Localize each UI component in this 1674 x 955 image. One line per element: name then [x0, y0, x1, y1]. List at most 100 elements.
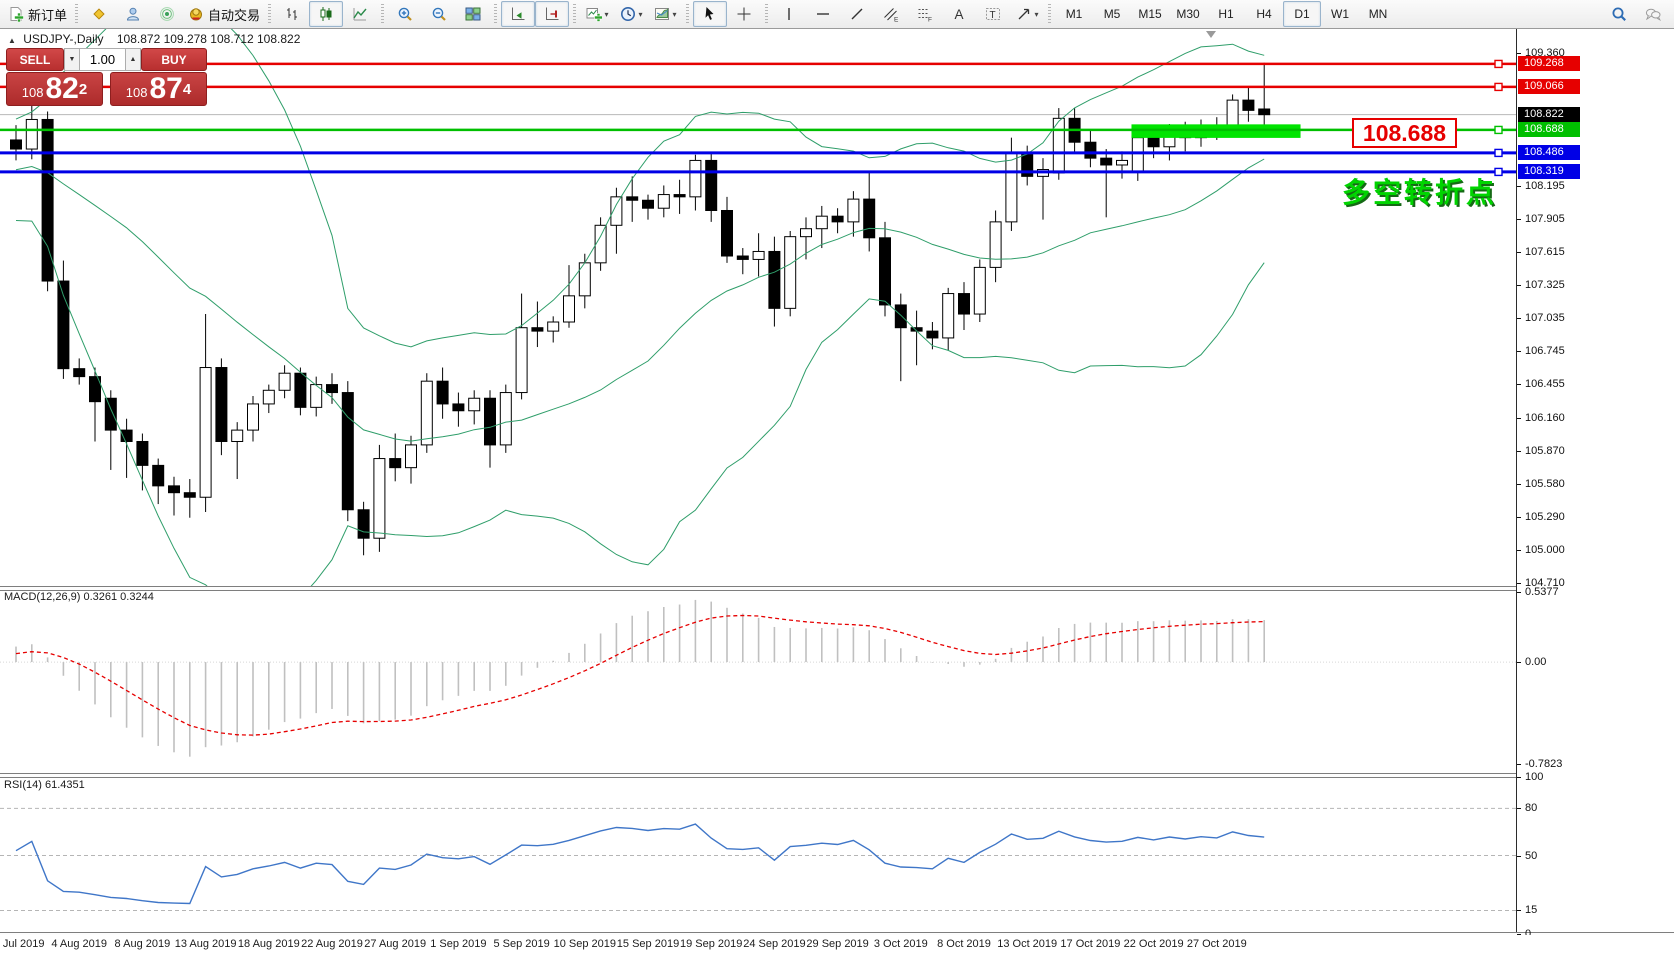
timeframe-button-H4[interactable]: H4	[1256, 7, 1272, 21]
signal-icon	[159, 6, 175, 22]
timeframe-button-H1[interactable]: H1	[1218, 7, 1234, 21]
timeframe-button-M1[interactable]: M1	[1065, 7, 1083, 21]
toolbar-button-chat[interactable]	[1636, 1, 1670, 27]
toolbar-button-signals[interactable]	[150, 1, 184, 27]
buy-price-button[interactable]: 108 87 4	[110, 72, 207, 106]
price-axis-badge: 108.822	[1518, 107, 1580, 123]
rsi-line	[15, 823, 1265, 905]
toolbar-button-text-label[interactable]: T	[976, 1, 1010, 27]
chart-annotation-text[interactable]: 多空转折点	[1342, 177, 1498, 208]
candle-body	[610, 196, 623, 226]
timeframe-button-MN[interactable]: MN	[1368, 7, 1388, 21]
timeframe-button-M15[interactable]: M15	[1138, 7, 1162, 21]
candle-body	[657, 194, 670, 209]
profile-icon	[125, 6, 141, 22]
level-line-handle	[1494, 148, 1503, 158]
toolbar-button-chart-shift[interactable]	[501, 1, 536, 27]
svg-text:E: E	[894, 17, 899, 23]
price-axis-border	[1516, 29, 1517, 932]
toolbar-button-zoom-out[interactable]	[422, 1, 456, 27]
toolbar-button-new-chart[interactable]: ▾	[580, 1, 614, 27]
price-level-label[interactable]: 108.688	[1352, 118, 1457, 148]
timeframe-button-M5[interactable]: M5	[1103, 7, 1121, 21]
toolbar-button-new-order[interactable]: 新订单	[4, 1, 71, 27]
candle-body	[57, 280, 70, 370]
toolbar-separator	[573, 4, 577, 24]
volume-decrease-button[interactable]: ▼	[64, 48, 80, 71]
toolbar-button-text[interactable]: A	[942, 1, 976, 27]
chevron-down-icon[interactable]: ▾	[1034, 9, 1039, 19]
chart-autoscroll-icon	[544, 6, 560, 22]
candle-body	[389, 458, 402, 469]
toolbar-button-equidistant-channel[interactable]: E	[874, 1, 908, 27]
label-icon: T	[985, 6, 1001, 22]
toolbar-button-profiles[interactable]	[116, 1, 150, 27]
candle-body	[800, 228, 812, 238]
toolbar-button-trendline[interactable]	[840, 1, 874, 27]
timeframe-button-D1[interactable]: D1	[1283, 1, 1322, 27]
panel-splitter[interactable]	[0, 586, 1674, 591]
one-click-trading-panel: SELL ▼ ▲ BUY 108 82 2 108 87 4	[6, 48, 207, 106]
toolbar-button-horizontal-line[interactable]	[806, 1, 840, 27]
candle-body	[452, 403, 465, 412]
rsi-indicator-label: RSI(14) 61.4351	[4, 779, 85, 791]
chevron-down-icon[interactable]: ▾	[672, 9, 677, 19]
candle-body	[831, 215, 844, 223]
toolbar-button-label: 新订单	[28, 7, 68, 23]
volume-input[interactable]	[80, 48, 125, 71]
candle-body	[373, 458, 386, 539]
cursor-icon	[702, 6, 718, 22]
candle-body	[436, 380, 449, 405]
toolbar-button-arrows[interactable]: ▾	[1010, 1, 1044, 27]
toolbar-button-templates[interactable]: ▾	[648, 1, 682, 27]
candle-body	[10, 139, 22, 150]
toolbar-button-quotes[interactable]	[82, 1, 116, 27]
toolbar-button-line-chart[interactable]	[343, 1, 377, 27]
toolbar-button-search[interactable]	[1602, 1, 1636, 27]
toolbar-button-zoom-in[interactable]	[388, 1, 422, 27]
toolbar-button-tile-windows[interactable]	[456, 1, 490, 27]
buy-button[interactable]: BUY	[141, 48, 207, 71]
sell-button[interactable]: SELL	[6, 48, 64, 71]
date-label: 4 Aug 2019	[51, 938, 108, 950]
toolbar-button-vertical-line[interactable]	[772, 1, 806, 27]
date-label: 1 Sep 2019	[430, 938, 487, 950]
candle-body	[1242, 99, 1255, 111]
toolbar-button-auto-trading[interactable]: 自动交易	[184, 1, 264, 27]
toolbar-button-bar-chart[interactable]	[275, 1, 309, 27]
toolbar-button-cursor[interactable]	[693, 1, 728, 27]
toolbar-separator	[686, 4, 690, 24]
toolbar-separator	[1048, 4, 1052, 24]
toolbar-button-periods[interactable]: ▾	[614, 1, 648, 27]
candle-body	[547, 321, 560, 332]
new-chart-icon	[586, 6, 603, 22]
date-label: 19 Sep 2019	[679, 938, 743, 950]
toolbar-button-candlestick-chart[interactable]	[309, 1, 344, 27]
candle-body	[642, 199, 654, 209]
collapse-triangle-icon[interactable]: ▲	[8, 36, 16, 45]
toolbar-button-auto-scroll[interactable]	[535, 1, 570, 27]
text-icon: A	[951, 6, 967, 22]
candle-body	[673, 194, 686, 198]
sell-price-button[interactable]: 108 82 2	[6, 72, 103, 106]
timeframe-button-M30[interactable]: M30	[1176, 7, 1200, 21]
toolbar-button-crosshair[interactable]	[727, 1, 761, 27]
chevron-down-icon[interactable]: ▾	[604, 9, 609, 19]
candle-body	[199, 367, 212, 498]
crosshair-icon	[736, 6, 752, 22]
candle-body	[168, 485, 180, 494]
chevron-down-icon[interactable]: ▾	[638, 9, 643, 19]
chart-shift-marker-icon[interactable]	[1206, 31, 1216, 38]
panel-splitter[interactable]	[0, 773, 1674, 778]
timeframe-button-W1[interactable]: W1	[1331, 7, 1350, 21]
candle-body	[942, 293, 955, 339]
toolbar-button-fibonacci[interactable]: F	[908, 1, 942, 27]
chart-window[interactable]: 109.360 108.195 107.905 107.615 107.325 107.0…	[0, 29, 1674, 955]
candle-body	[73, 368, 86, 378]
volume-increase-button[interactable]: ▲	[125, 48, 141, 71]
date-label: 10 Sep 2019	[553, 938, 616, 950]
candle-body	[484, 397, 496, 446]
level-line-handle	[1494, 82, 1503, 92]
chart-canvas[interactable]	[0, 29, 1674, 955]
zoom-out-icon	[431, 6, 447, 22]
